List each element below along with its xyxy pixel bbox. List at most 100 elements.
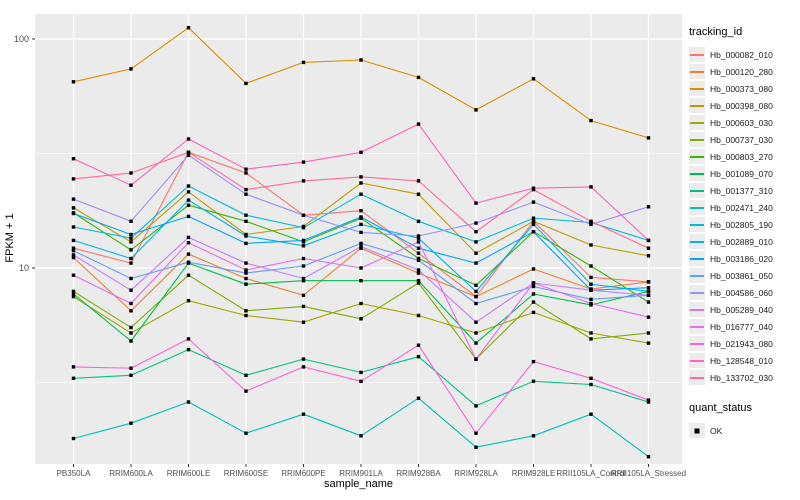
x-tick-label: RRIM600LA xyxy=(109,469,153,478)
data-point xyxy=(646,238,651,243)
data-point xyxy=(301,293,306,297)
data-point xyxy=(416,313,421,318)
data-point xyxy=(646,400,651,404)
legend-item-label: Hb_000373_080 xyxy=(710,83,773,94)
data-point xyxy=(531,281,536,285)
legend-item-label: OK xyxy=(710,425,723,436)
data-point xyxy=(186,347,191,352)
data-point xyxy=(589,222,593,227)
data-point xyxy=(359,241,363,246)
legend-item-Hb_000120_280: Hb_000120_280 xyxy=(689,63,799,80)
line-swatch-icon xyxy=(690,70,704,73)
x-tick-label: RRIM928LE xyxy=(512,469,556,478)
legend-item-Hb_002805_190: Hb_002805_190 xyxy=(689,216,799,233)
data-point xyxy=(646,254,651,258)
data-point xyxy=(416,271,421,275)
legend-item-Hb_128548_010: Hb_128548_010 xyxy=(689,352,799,369)
data-point xyxy=(646,205,651,209)
legend-key xyxy=(689,81,705,96)
data-point xyxy=(359,181,363,185)
data-point xyxy=(244,313,248,318)
data-point xyxy=(71,436,76,441)
data-point xyxy=(589,297,593,301)
data-point xyxy=(646,331,651,335)
data-point xyxy=(129,331,133,335)
legend-key xyxy=(689,200,705,215)
data-point xyxy=(71,255,76,260)
data-point xyxy=(129,261,133,265)
data-point xyxy=(531,434,536,438)
data-point xyxy=(71,80,76,84)
data-point xyxy=(129,288,133,292)
legend-item-Hb_000398_080: Hb_000398_080 xyxy=(689,97,799,114)
data-point xyxy=(589,376,593,380)
data-point xyxy=(416,219,421,223)
data-point xyxy=(646,246,651,250)
data-point xyxy=(416,192,421,196)
data-point xyxy=(531,292,536,296)
data-point xyxy=(416,179,421,183)
legend-item-Hb_003861_050: Hb_003861_050 xyxy=(689,267,799,284)
legend-key xyxy=(689,234,705,249)
data-point xyxy=(531,300,536,304)
data-point xyxy=(244,373,248,377)
legend-item-label: Hb_003186_020 xyxy=(710,253,773,264)
data-point xyxy=(301,244,306,248)
data-point xyxy=(359,279,363,283)
x-tick-label: RRIM600LE xyxy=(167,469,211,478)
data-point xyxy=(129,256,133,261)
data-point xyxy=(646,286,651,290)
point-square-icon xyxy=(694,428,700,433)
line-swatch-icon xyxy=(690,325,704,328)
data-point xyxy=(531,222,536,227)
data-point xyxy=(646,315,651,319)
data-point xyxy=(186,203,191,207)
data-point xyxy=(646,289,651,294)
data-point xyxy=(244,431,248,435)
data-point xyxy=(359,58,363,62)
x-tick-label: RRII105LA_Stressed xyxy=(611,469,686,478)
data-point xyxy=(129,309,133,313)
legend-title-tracking-id: tracking_id xyxy=(689,26,743,38)
data-point xyxy=(589,301,593,306)
data-point xyxy=(71,225,76,229)
data-point xyxy=(186,214,191,219)
legend-item-label: Hb_005289_040 xyxy=(710,304,773,315)
data-point xyxy=(531,200,536,204)
data-point xyxy=(531,77,536,81)
data-point xyxy=(186,273,191,277)
line-swatch-icon xyxy=(690,291,704,294)
legend-key xyxy=(689,370,705,385)
data-point xyxy=(359,209,363,213)
x-tick-label: RRIM928LA xyxy=(454,469,498,478)
data-point xyxy=(474,261,478,265)
data-point xyxy=(186,260,191,264)
data-point xyxy=(359,175,363,179)
data-point xyxy=(244,167,248,171)
data-point xyxy=(301,256,306,261)
data-point xyxy=(589,243,593,247)
data-point xyxy=(416,75,421,80)
line-swatch-icon xyxy=(690,121,704,124)
data-point xyxy=(646,455,651,459)
data-point xyxy=(71,177,76,181)
data-point xyxy=(186,190,191,194)
legend-item-Hb_000603_030: Hb_000603_030 xyxy=(689,114,799,131)
x-tick-label: RRIM928BA xyxy=(396,469,441,478)
data-point xyxy=(359,379,363,383)
data-point xyxy=(474,221,478,225)
legend-key xyxy=(689,251,705,266)
data-point xyxy=(129,232,133,237)
legend-key xyxy=(689,183,705,198)
legend-key xyxy=(689,268,705,283)
quant-ok-key xyxy=(689,423,705,438)
data-point xyxy=(416,234,421,238)
line-swatch-icon xyxy=(690,53,704,56)
data-point xyxy=(416,396,421,400)
data-point xyxy=(474,357,478,361)
data-point xyxy=(359,222,363,227)
line-swatch-icon xyxy=(690,206,704,209)
data-point xyxy=(474,301,478,306)
data-point xyxy=(71,376,76,380)
